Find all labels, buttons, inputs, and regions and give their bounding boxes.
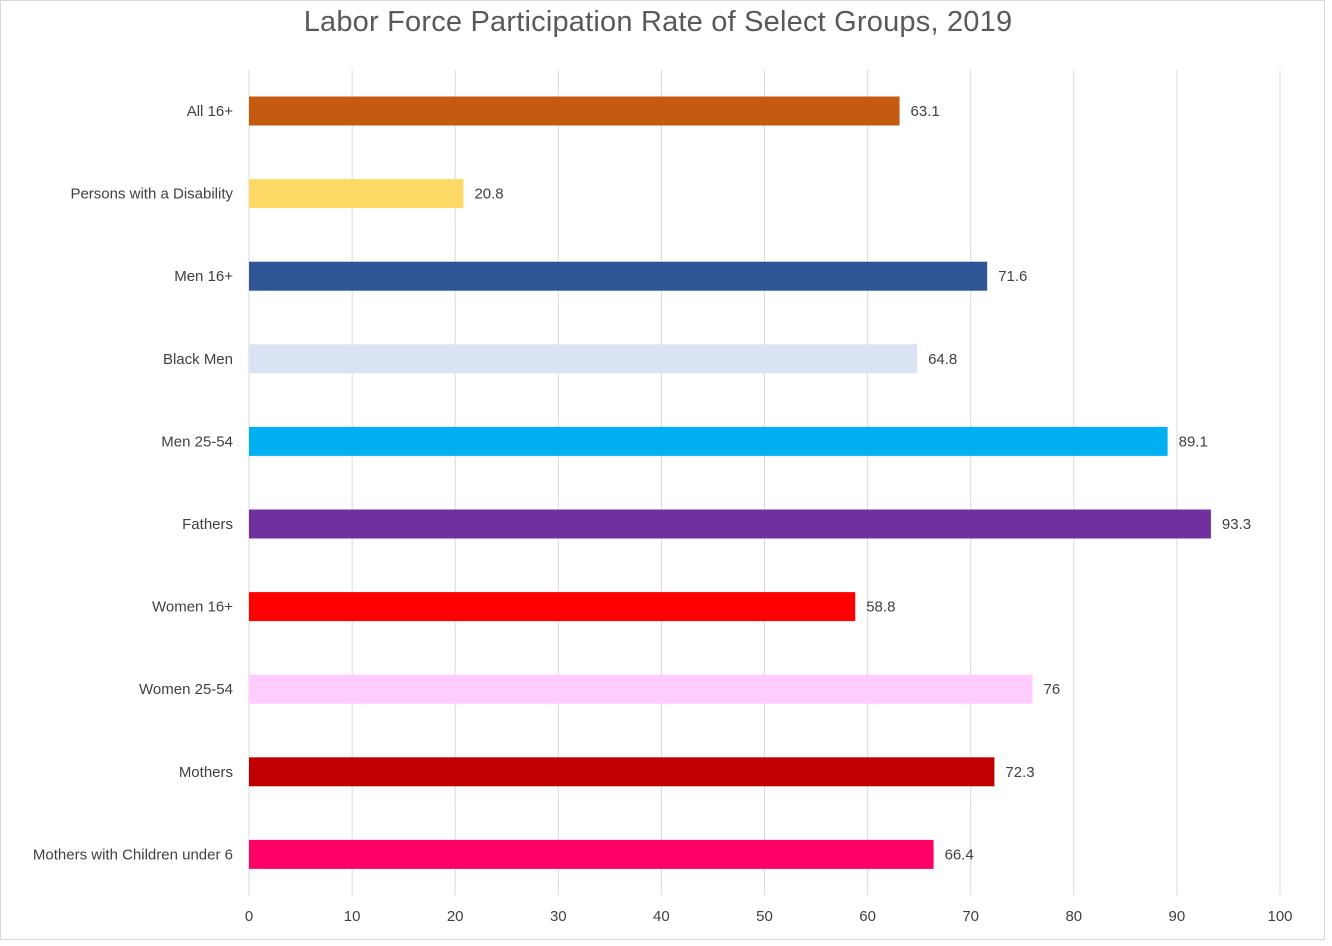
- x-tick-label: 20: [447, 908, 464, 925]
- bar: [249, 96, 900, 126]
- bar: [249, 509, 1211, 539]
- bar: [249, 179, 464, 209]
- bar: [249, 757, 995, 787]
- data-label: 66.4: [945, 846, 974, 863]
- category-label: All 16+: [187, 103, 234, 120]
- x-tick-label: 0: [245, 908, 253, 925]
- bar: [249, 344, 918, 374]
- x-tick-label: 100: [1267, 908, 1292, 925]
- labels: 0 10 20 30 40 50 60 70 80 90 100 All 16+ 63.1 Persons…: [33, 103, 1293, 925]
- category-label: Mothers: [179, 764, 233, 781]
- data-label: 58.8: [866, 599, 895, 616]
- data-label: 63.1: [911, 103, 940, 120]
- bar: [249, 426, 1168, 456]
- data-label: 76: [1044, 681, 1061, 698]
- category-label: Men 16+: [174, 268, 233, 285]
- data-label: 71.6: [998, 268, 1027, 285]
- category-label: Women 16+: [152, 599, 233, 616]
- bar: [249, 839, 934, 869]
- data-label: 20.8: [474, 186, 503, 203]
- category-label: Men 25-54: [161, 433, 233, 450]
- category-label: Women 25-54: [139, 681, 233, 698]
- category-label: Fathers: [182, 516, 233, 533]
- x-tick-label: 70: [962, 908, 979, 925]
- x-tick-label: 40: [653, 908, 670, 925]
- data-label: 72.3: [1005, 764, 1034, 781]
- x-tick-label: 10: [344, 908, 361, 925]
- data-label: 93.3: [1222, 516, 1251, 533]
- bar: [249, 592, 856, 622]
- bars: [249, 96, 1211, 869]
- category-label: Mothers with Children under 6: [33, 846, 233, 863]
- bar: [249, 674, 1033, 704]
- x-tick-label: 50: [756, 908, 773, 925]
- data-label: 89.1: [1179, 433, 1208, 450]
- x-tick-label: 90: [1169, 908, 1186, 925]
- category-label: Persons with a Disability: [70, 186, 233, 203]
- x-tick-label: 80: [1065, 908, 1082, 925]
- bar: [249, 261, 988, 291]
- data-label: 64.8: [928, 351, 957, 368]
- chart-title: Labor Force Participation Rate of Select…: [303, 6, 1013, 38]
- category-label: Black Men: [163, 351, 233, 368]
- x-tick-label: 30: [550, 908, 567, 925]
- x-tick-label: 60: [859, 908, 876, 925]
